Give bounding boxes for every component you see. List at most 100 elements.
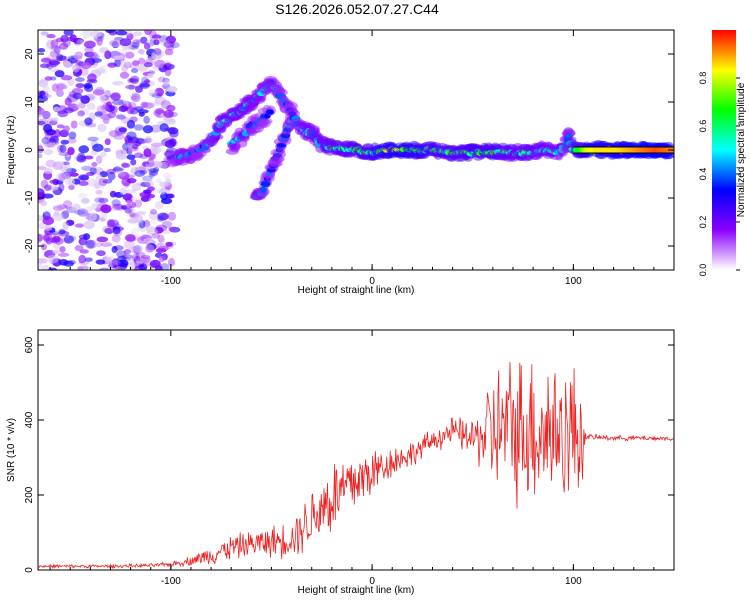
noise-mark: [151, 34, 162, 39]
noise-mark: [115, 30, 128, 36]
noise-mark: [135, 258, 144, 265]
noise-mark: [80, 108, 90, 116]
noise-mark: [150, 218, 160, 225]
snr-plot-area: [38, 330, 674, 570]
noise-mark: [111, 99, 124, 106]
noise-mark: [166, 193, 175, 199]
noise-mark: [38, 233, 44, 243]
spectrogram-x-ticks: -100 0 100: [49, 30, 675, 287]
noise-mark: [98, 177, 108, 187]
noise-mark: [54, 129, 61, 138]
snr-panel: -100 0 100 0 200 400 600 Height of straight l…: [6, 329, 675, 596]
noise-mark: [119, 38, 132, 47]
snr-y-label: SNR (10 * v/v): [6, 418, 17, 482]
noise-mark: [92, 143, 104, 152]
noise-mark: [89, 212, 97, 221]
spectrogram-y-label: Frequency (Hz): [6, 116, 17, 185]
noise-mark: [100, 204, 112, 214]
noise-mark: [98, 197, 109, 204]
noise-mark: [108, 40, 118, 47]
noise-mark: [104, 138, 111, 146]
noise-mark: [59, 246, 66, 253]
noise-mark: [94, 197, 105, 203]
noise-mark: [155, 108, 165, 115]
tone-mark: [603, 147, 606, 153]
tone-mark: [601, 147, 604, 153]
spectrogram-y-ticks: -20 -10 0 10 20: [24, 48, 674, 253]
noise-mark: [123, 248, 132, 255]
noise-mark: [157, 238, 166, 246]
noise-mark: [52, 106, 61, 112]
noise-mark: [102, 179, 113, 184]
ridge-halo-mark: [563, 127, 574, 135]
noise-mark: [149, 259, 161, 268]
tone-mark: [621, 147, 625, 153]
noise-mark: [124, 135, 133, 144]
noise-mark: [132, 60, 140, 66]
noise-mark: [138, 57, 146, 65]
noise-mark: [56, 55, 67, 61]
noise-mark: [38, 145, 44, 154]
noise-mark: [40, 200, 48, 207]
snr-x-label: Height of straight line (km): [298, 585, 415, 596]
colorbar-tick-label: 0.2: [698, 216, 708, 229]
x-tick-label: -100: [161, 576, 181, 587]
y-tick-label: -10: [24, 190, 35, 205]
noise-mark: [160, 100, 172, 109]
noise-mark: [76, 155, 87, 163]
noise-mark: [134, 170, 146, 177]
noise-mark: [94, 182, 101, 189]
noise-mark: [112, 228, 123, 237]
noise-mark: [125, 200, 133, 207]
noise-mark: [38, 258, 48, 264]
tone-mark: [623, 147, 627, 153]
tone-mark: [591, 147, 594, 153]
colorbar: 0.0 0.2 0.4 0.6 0.8 Normalized spectral ampl…: [698, 30, 747, 276]
noise-mark: [38, 95, 48, 102]
noise-mark: [38, 120, 46, 125]
noise-mark: [95, 173, 103, 183]
y-tick-label: 600: [24, 336, 35, 353]
noise-mark: [148, 168, 159, 173]
noise-mark: [165, 119, 177, 125]
noise-mark: [48, 142, 56, 148]
noise-mark: [168, 258, 176, 267]
noise-mark: [155, 178, 163, 184]
noise-mark: [43, 234, 50, 243]
noise-mark: [111, 234, 121, 243]
noise-mark: [134, 244, 143, 254]
noise-mark: [60, 166, 69, 173]
noise-mark: [138, 256, 151, 263]
colorbar-tick-label: 0.0: [698, 264, 708, 277]
noise-mark: [39, 63, 50, 69]
tone-mark: [659, 147, 663, 153]
noise-mark: [96, 241, 103, 248]
noise-mark: [46, 33, 56, 39]
noise-mark: [38, 48, 46, 53]
noise-mark: [52, 212, 64, 222]
y-tick-label: 10: [24, 96, 35, 108]
noise-mark: [72, 87, 84, 95]
noise-mark: [56, 82, 66, 91]
tone-mark: [589, 147, 592, 153]
noise-mark: [96, 36, 103, 46]
noise-mark: [151, 51, 163, 60]
tone-mark: [597, 147, 600, 153]
noise-mark: [138, 48, 145, 55]
noise-mark: [106, 219, 115, 228]
noise-mark: [77, 208, 89, 217]
x-tick-label: 0: [369, 276, 375, 287]
noise-mark: [128, 78, 139, 83]
noise-mark: [163, 109, 174, 118]
noise-mark: [63, 30, 74, 36]
noise-mark: [136, 211, 147, 216]
noise-mark: [163, 172, 172, 180]
noise-mark: [144, 79, 151, 84]
noise-mark: [45, 226, 53, 231]
noise-mark: [66, 94, 79, 103]
secondary-branch-halo-mark: [261, 118, 273, 125]
noise-mark: [117, 259, 129, 268]
noise-mark: [126, 131, 137, 141]
noise-mark: [84, 257, 93, 262]
noise-mark: [166, 86, 178, 93]
